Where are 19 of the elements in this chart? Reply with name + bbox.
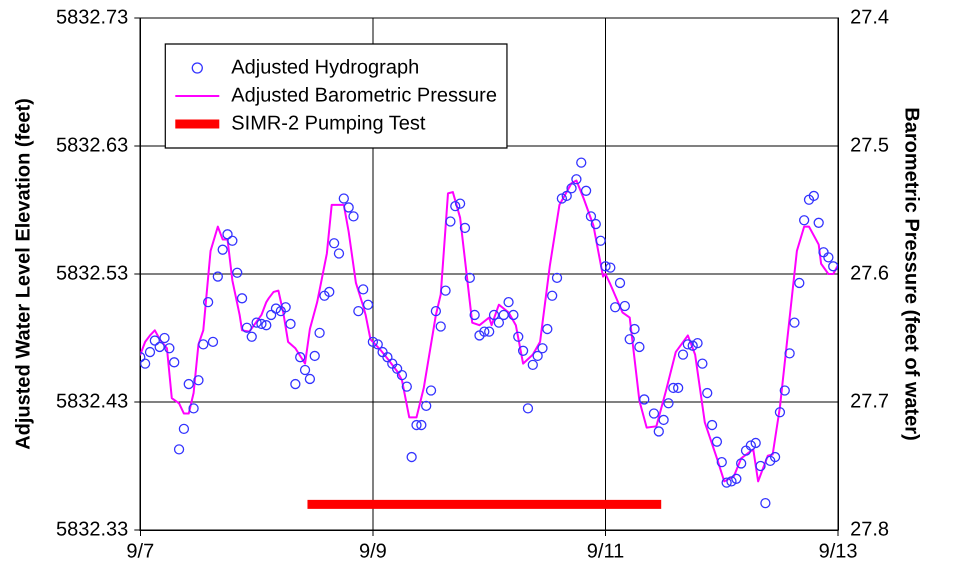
legend-label: SIMR-2 Pumping Test [231,112,426,135]
y2-tick-label: 27.4 [850,6,890,29]
legend-label: Adjusted Barometric Pressure [231,84,497,107]
y-tick-label: 5832.33 [56,518,128,541]
y-axis-title: Adjusted Water Level Elevation (feet) [12,98,35,450]
x-tick-label: 9/11 [586,540,624,563]
y2-tick-label: 27.8 [850,518,890,541]
y-tick-label: 5832.63 [56,134,128,157]
y-tick-label: 5832.53 [56,262,128,285]
y-tick-label: 5832.73 [56,6,128,29]
legend-label: Adjusted Hydrograph [231,56,420,79]
y2-tick-label: 27.6 [850,262,890,285]
x-tick-label: 9/9 [358,540,387,563]
y2-axis-title: Barometric Pressure (feet of water) [900,107,922,441]
x-tick-label: 9/7 [126,540,154,563]
x-tick-label: 9/13 [818,540,858,563]
y2-tick-label: 27.7 [850,390,890,413]
y-tick-label: 5832.43 [56,390,128,413]
y2-tick-label: 27.5 [850,134,890,157]
